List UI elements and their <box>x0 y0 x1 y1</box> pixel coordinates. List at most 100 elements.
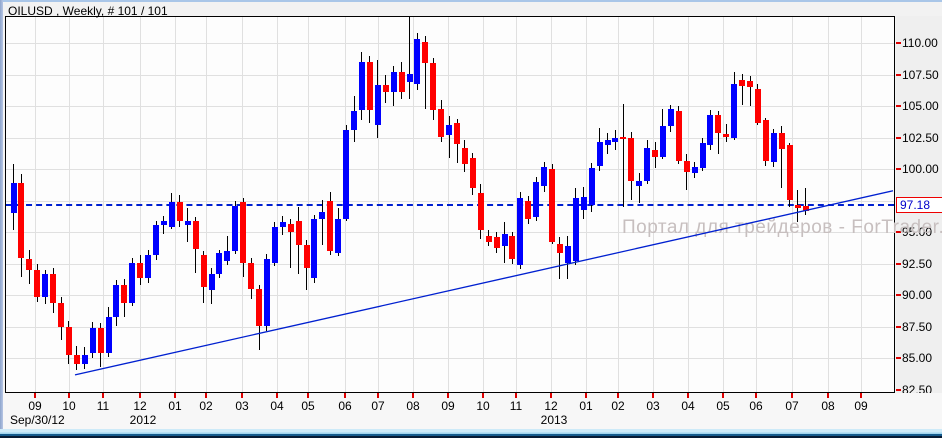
month-label: 10 <box>62 399 76 413</box>
candle-up <box>279 222 286 228</box>
candle-down <box>620 136 627 140</box>
candle-wick <box>725 123 727 142</box>
time-tick-mark <box>791 393 793 398</box>
gridline-horizontal <box>6 201 894 202</box>
candle-down <box>628 137 635 181</box>
candle-up <box>271 227 278 263</box>
candle-wick <box>622 103 624 208</box>
candle-up <box>184 221 191 225</box>
candle-down <box>556 243 563 253</box>
chart-title: OILUSD , Weekly, # 101 / 101 <box>8 4 168 18</box>
candle-up <box>89 328 96 354</box>
candle-up <box>501 233 508 247</box>
month-label: 09 <box>28 399 42 413</box>
candle-up <box>153 224 160 256</box>
candle-up <box>145 255 152 278</box>
gridline-horizontal <box>6 295 894 296</box>
time-tick-mark <box>68 393 70 398</box>
candle-up <box>446 125 453 136</box>
candle-up <box>572 198 579 262</box>
candle-down <box>137 262 144 278</box>
price-tick-mark <box>896 389 901 391</box>
candle-up <box>311 218 318 278</box>
candle-up <box>406 73 413 83</box>
candle-wick <box>741 73 743 106</box>
candle-down <box>675 111 682 161</box>
candle-up <box>263 258 270 326</box>
month-label: 07 <box>785 399 799 413</box>
time-tick-mark <box>139 393 141 398</box>
candle-up <box>81 354 88 364</box>
candle-up <box>707 115 714 146</box>
candle-down <box>240 202 247 263</box>
candle-down <box>295 221 302 245</box>
time-axis: Sep/30/12 09 10 11 12 01 02 03 04 05 06 07 08 09 10 11… <box>0 393 942 429</box>
plot-area[interactable] <box>5 16 895 394</box>
candle-up <box>604 140 611 146</box>
price-label: 100.00 <box>902 162 939 177</box>
candle-down <box>256 289 263 326</box>
candle-down <box>786 145 793 200</box>
time-tick-mark <box>515 393 517 398</box>
time-tick-mark <box>377 393 379 398</box>
time-tick-mark <box>447 393 449 398</box>
month-label: 06 <box>749 399 763 413</box>
price-tick-mark <box>896 231 901 234</box>
candle-down <box>58 303 65 327</box>
candle-up <box>667 108 674 127</box>
year-label: 2013 <box>540 413 568 427</box>
month-label: 07 <box>371 399 385 413</box>
candle-down <box>485 236 492 243</box>
candle-down <box>50 274 57 303</box>
time-tick-mark <box>860 393 862 398</box>
candle-up <box>335 218 342 253</box>
candle-wick <box>638 173 640 204</box>
candle-up <box>358 62 365 111</box>
candle-up <box>659 126 666 157</box>
candle-down <box>192 221 199 249</box>
candle-wick <box>321 199 323 245</box>
candle-down <box>422 42 429 64</box>
price-tick-mark <box>896 136 901 139</box>
gridline-horizontal <box>6 75 894 76</box>
month-label: 12 <box>133 399 147 413</box>
candle-down <box>739 79 746 87</box>
candle-down <box>477 193 484 230</box>
candle-down <box>65 326 72 355</box>
time-tick-mark <box>174 393 176 398</box>
candle-up <box>232 205 239 252</box>
current-price-box: 97.18 <box>896 197 942 213</box>
candle-down <box>18 183 25 258</box>
price-label: 85.00 <box>902 351 933 366</box>
month-label: 01 <box>579 399 593 413</box>
month-label: 11 <box>96 399 110 413</box>
candle-wick <box>717 111 719 155</box>
price-tick-mark <box>896 42 901 45</box>
candle-up <box>636 180 643 186</box>
gridline-horizontal <box>6 327 894 328</box>
watermark: Портал для трейдеров - ForTrader.ru <box>622 217 942 238</box>
time-tick-mark <box>652 393 654 398</box>
candle-down <box>509 236 516 259</box>
month-label: 12 <box>544 399 558 413</box>
candle-up <box>541 166 548 186</box>
price-label: 95.00 <box>902 225 933 240</box>
price-tick-mark <box>896 73 901 76</box>
candle-down <box>303 245 310 268</box>
candle-wick <box>226 236 228 266</box>
candle-wick <box>290 218 292 268</box>
candle-wick <box>448 116 450 158</box>
price-tick-mark <box>896 325 901 328</box>
price-tick-mark <box>896 168 901 171</box>
candle-down <box>176 202 183 222</box>
time-tick-mark <box>722 393 724 398</box>
month-label: 10 <box>476 399 490 413</box>
candle-wick <box>409 17 410 99</box>
candle-down <box>121 285 128 303</box>
candle-down <box>200 255 207 287</box>
time-tick-mark <box>482 393 484 398</box>
month-label: 11 <box>509 399 523 413</box>
price-label: 105.00 <box>902 99 939 114</box>
candle-up <box>390 72 397 93</box>
candle-up <box>580 197 587 210</box>
